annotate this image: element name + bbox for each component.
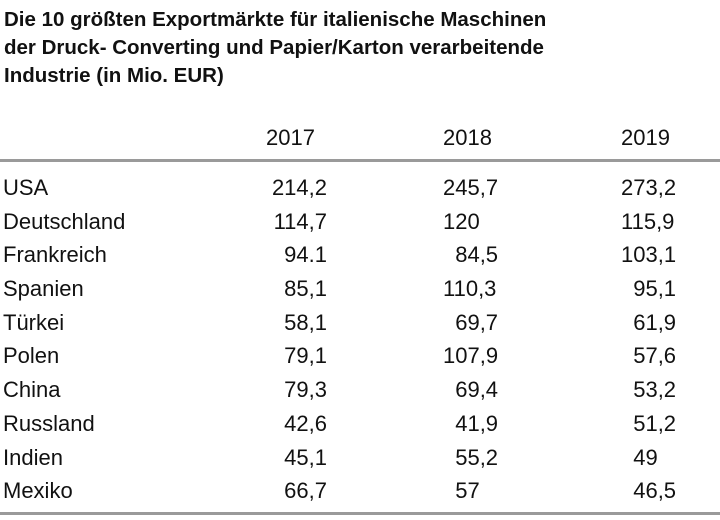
value-cell-2017: 94.1 xyxy=(284,242,327,268)
value-cell-2017: 66,7 xyxy=(284,478,327,504)
table-body: USA 214,2 245,7 273,2 Deutschland 114,7 120 115… xyxy=(0,171,720,508)
column-header-2019: 2019 xyxy=(621,125,670,150)
country-cell: Mexiko xyxy=(3,478,73,504)
table-row: Indien 45,1 55,2 49 xyxy=(0,441,720,475)
country-cell: Indien xyxy=(3,444,63,470)
column-header-2017: 2017 xyxy=(266,125,315,150)
value-cell-2017: 42,6 xyxy=(284,410,327,436)
value-cell-2018: 55,2 xyxy=(443,444,499,470)
table-row: Polen 79,1 107,9 57,6 xyxy=(0,339,720,373)
value-cell-2019: 51,2 xyxy=(621,410,677,436)
value-cell-2018: 57 xyxy=(443,478,480,504)
country-cell: China xyxy=(3,377,61,403)
value-cell-2019: 46,5 xyxy=(621,478,677,504)
value-cell-2019: 61,9 xyxy=(621,309,677,335)
value-cell-2017: 114,7 xyxy=(273,208,327,234)
country-cell: Polen xyxy=(3,343,60,369)
country-cell: Spanien xyxy=(3,276,84,302)
title-line-1: Die 10 größten Exportmärkte für italieni… xyxy=(4,8,547,31)
column-header-2018: 2018 xyxy=(443,125,492,150)
value-cell-2018: 110,3 xyxy=(443,276,497,302)
value-cell-2018: 69,7 xyxy=(443,309,499,335)
title-line-2: der Druck- Converting und Papier/Karton … xyxy=(4,36,544,59)
country-cell: Frankreich xyxy=(3,242,107,268)
value-cell-2019: 273,2 xyxy=(621,175,677,200)
country-cell: Russland xyxy=(3,410,95,436)
value-cell-2018: 69,4 xyxy=(443,377,499,403)
value-cell-2019: 49 xyxy=(621,444,658,470)
table-row: Deutschland 114,7 120 115,9 xyxy=(0,205,720,239)
value-cell-2018: 107,9 xyxy=(443,343,499,369)
table-row: Russland 42,6 41,9 51,2 xyxy=(0,407,720,441)
value-cell-2017: 85,1 xyxy=(284,276,327,302)
value-cell-2017: 45,1 xyxy=(284,444,327,470)
table-row: China 79,3 69,4 53,2 xyxy=(0,373,720,407)
table-row: Spanien 85,1 110,3 95,1 xyxy=(0,272,720,306)
value-cell-2019: 57,6 xyxy=(621,343,677,369)
bottom-divider xyxy=(0,512,720,515)
value-cell-2019: 95,1 xyxy=(621,276,677,302)
value-cell-2019: 115,9 xyxy=(621,208,675,234)
value-cell-2018: 41,9 xyxy=(443,410,499,436)
value-cell-2019: 103,1 xyxy=(621,242,677,268)
country-cell: USA xyxy=(3,175,49,200)
value-cell-2017: 79,3 xyxy=(284,377,327,403)
table-row: USA 214,2 245,7 273,2 xyxy=(0,171,720,205)
value-cell-2017: 79,1 xyxy=(284,343,327,369)
value-cell-2018: 120 xyxy=(443,208,480,234)
country-cell: Türkei xyxy=(3,309,65,335)
country-cell: Deutschland xyxy=(3,208,126,234)
table-row: Mexiko 66,7 57 46,5 xyxy=(0,474,720,508)
title-line-3: Industrie (in Mio. EUR) xyxy=(4,64,224,87)
value-cell-2018: 84,5 xyxy=(443,242,499,268)
value-cell-2018: 245,7 xyxy=(443,175,499,200)
value-cell-2017: 214,2 xyxy=(271,175,327,200)
value-cell-2019: 53,2 xyxy=(621,377,677,403)
table-row: Türkei 58,1 69,7 61,9 xyxy=(0,306,720,340)
value-cell-2017: 58,1 xyxy=(284,309,327,335)
header-divider xyxy=(0,159,720,162)
table-title: Die 10 größten Exportmärkte für italieni… xyxy=(4,6,704,90)
table-row: Frankreich 94.1 84,5 103,1 xyxy=(0,238,720,272)
